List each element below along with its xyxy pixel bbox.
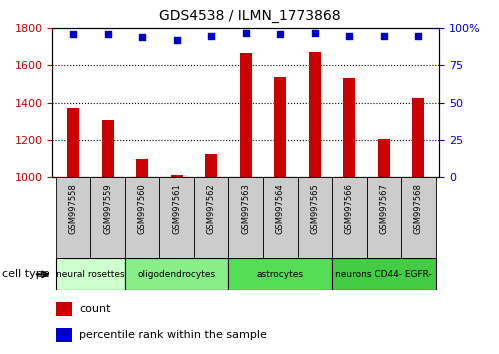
Text: GSM997561: GSM997561 <box>172 183 181 234</box>
Bar <box>343 79 355 177</box>
Point <box>414 33 422 39</box>
Text: neurons CD44- EGFR-: neurons CD44- EGFR- <box>335 270 432 279</box>
Point <box>311 30 319 36</box>
Bar <box>125 258 229 290</box>
Text: GSM997568: GSM997568 <box>414 183 423 234</box>
Bar <box>297 177 332 258</box>
Text: GSM997567: GSM997567 <box>379 183 388 234</box>
Bar <box>229 258 332 290</box>
Bar <box>56 258 125 290</box>
Bar <box>205 154 217 177</box>
Bar <box>401 177 436 258</box>
Bar <box>67 108 79 177</box>
Bar <box>367 177 401 258</box>
Point <box>345 33 353 39</box>
Point <box>276 32 284 37</box>
Bar <box>56 177 90 258</box>
Bar <box>171 175 183 177</box>
Bar <box>56 302 72 316</box>
Point <box>138 34 146 40</box>
Text: GSM997560: GSM997560 <box>138 183 147 234</box>
Point <box>69 32 77 37</box>
Bar <box>378 139 390 177</box>
Point <box>242 30 250 36</box>
Bar <box>274 77 286 177</box>
Text: GSM997562: GSM997562 <box>207 183 216 234</box>
Text: GSM997559: GSM997559 <box>103 183 112 234</box>
Text: count: count <box>79 304 111 314</box>
Text: neural rosettes: neural rosettes <box>56 270 125 279</box>
Text: GSM997563: GSM997563 <box>241 183 250 234</box>
Text: GDS4538 / ILMN_1773868: GDS4538 / ILMN_1773868 <box>159 9 340 23</box>
Bar <box>309 52 321 177</box>
Text: astrocytes: astrocytes <box>257 270 304 279</box>
Point <box>207 33 215 39</box>
Bar <box>332 177 367 258</box>
Text: GSM997558: GSM997558 <box>68 183 78 234</box>
Text: oligodendrocytes: oligodendrocytes <box>138 270 216 279</box>
Text: GSM997564: GSM997564 <box>276 183 285 234</box>
Bar <box>412 98 425 177</box>
Bar <box>90 177 125 258</box>
Bar <box>332 258 436 290</box>
Bar <box>125 177 160 258</box>
Bar <box>136 159 148 177</box>
Text: percentile rank within the sample: percentile rank within the sample <box>79 330 267 340</box>
Bar <box>240 53 252 177</box>
Bar <box>229 177 263 258</box>
Text: cell type: cell type <box>2 269 50 279</box>
Bar <box>263 177 297 258</box>
Bar <box>160 177 194 258</box>
Point <box>380 33 388 39</box>
Bar <box>102 120 114 177</box>
Bar <box>194 177 229 258</box>
Bar <box>56 328 72 342</box>
Text: GSM997565: GSM997565 <box>310 183 319 234</box>
Text: GSM997566: GSM997566 <box>345 183 354 234</box>
Point <box>173 38 181 43</box>
Point <box>104 32 112 37</box>
